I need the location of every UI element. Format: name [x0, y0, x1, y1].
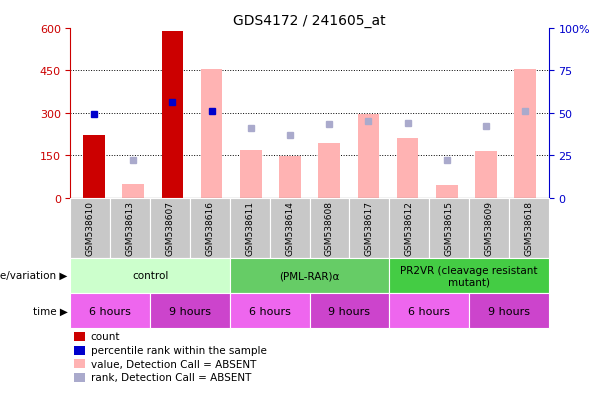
Bar: [279, 157, 301, 198]
Text: GSM538616: GSM538616: [205, 201, 215, 256]
Title: GDS4172 / 241605_at: GDS4172 / 241605_at: [234, 14, 386, 28]
Text: 6 hours: 6 hours: [408, 306, 450, 316]
Text: 9 hours: 9 hours: [488, 306, 530, 316]
Text: time ▶: time ▶: [32, 306, 67, 316]
Bar: [397, 139, 418, 198]
Text: 9 hours: 9 hours: [329, 306, 370, 316]
Text: GSM538609: GSM538609: [484, 201, 493, 256]
Text: 6 hours: 6 hours: [249, 306, 291, 316]
Bar: [475, 152, 497, 198]
Text: percentile rank within the sample: percentile rank within the sample: [91, 345, 267, 355]
Text: GSM538613: GSM538613: [126, 201, 135, 256]
Bar: [357, 115, 379, 198]
Text: genotype/variation ▶: genotype/variation ▶: [0, 271, 67, 281]
Text: GSM538617: GSM538617: [365, 201, 374, 256]
Text: GSM538608: GSM538608: [325, 201, 334, 256]
Text: 9 hours: 9 hours: [169, 306, 211, 316]
Text: PR2VR (cleavage resistant
mutant): PR2VR (cleavage resistant mutant): [400, 265, 538, 287]
Text: GSM538611: GSM538611: [245, 201, 254, 256]
Text: GSM538607: GSM538607: [166, 201, 175, 256]
Bar: [240, 150, 262, 198]
Text: GSM538612: GSM538612: [405, 201, 414, 256]
Text: control: control: [132, 271, 169, 281]
Bar: [514, 70, 536, 198]
Bar: [123, 184, 144, 198]
Text: GSM538615: GSM538615: [444, 201, 454, 256]
Bar: [83, 136, 105, 198]
Text: GSM538618: GSM538618: [524, 201, 533, 256]
Bar: [162, 32, 183, 198]
Text: (PML-RAR)α: (PML-RAR)α: [280, 271, 340, 281]
Bar: [436, 185, 457, 198]
Text: 6 hours: 6 hours: [89, 306, 131, 316]
Bar: [318, 143, 340, 198]
Text: GSM538610: GSM538610: [86, 201, 95, 256]
Text: rank, Detection Call = ABSENT: rank, Detection Call = ABSENT: [91, 373, 251, 382]
Bar: [201, 70, 223, 198]
Text: value, Detection Call = ABSENT: value, Detection Call = ABSENT: [91, 359, 256, 369]
Text: count: count: [91, 332, 120, 342]
Text: GSM538614: GSM538614: [285, 201, 294, 256]
